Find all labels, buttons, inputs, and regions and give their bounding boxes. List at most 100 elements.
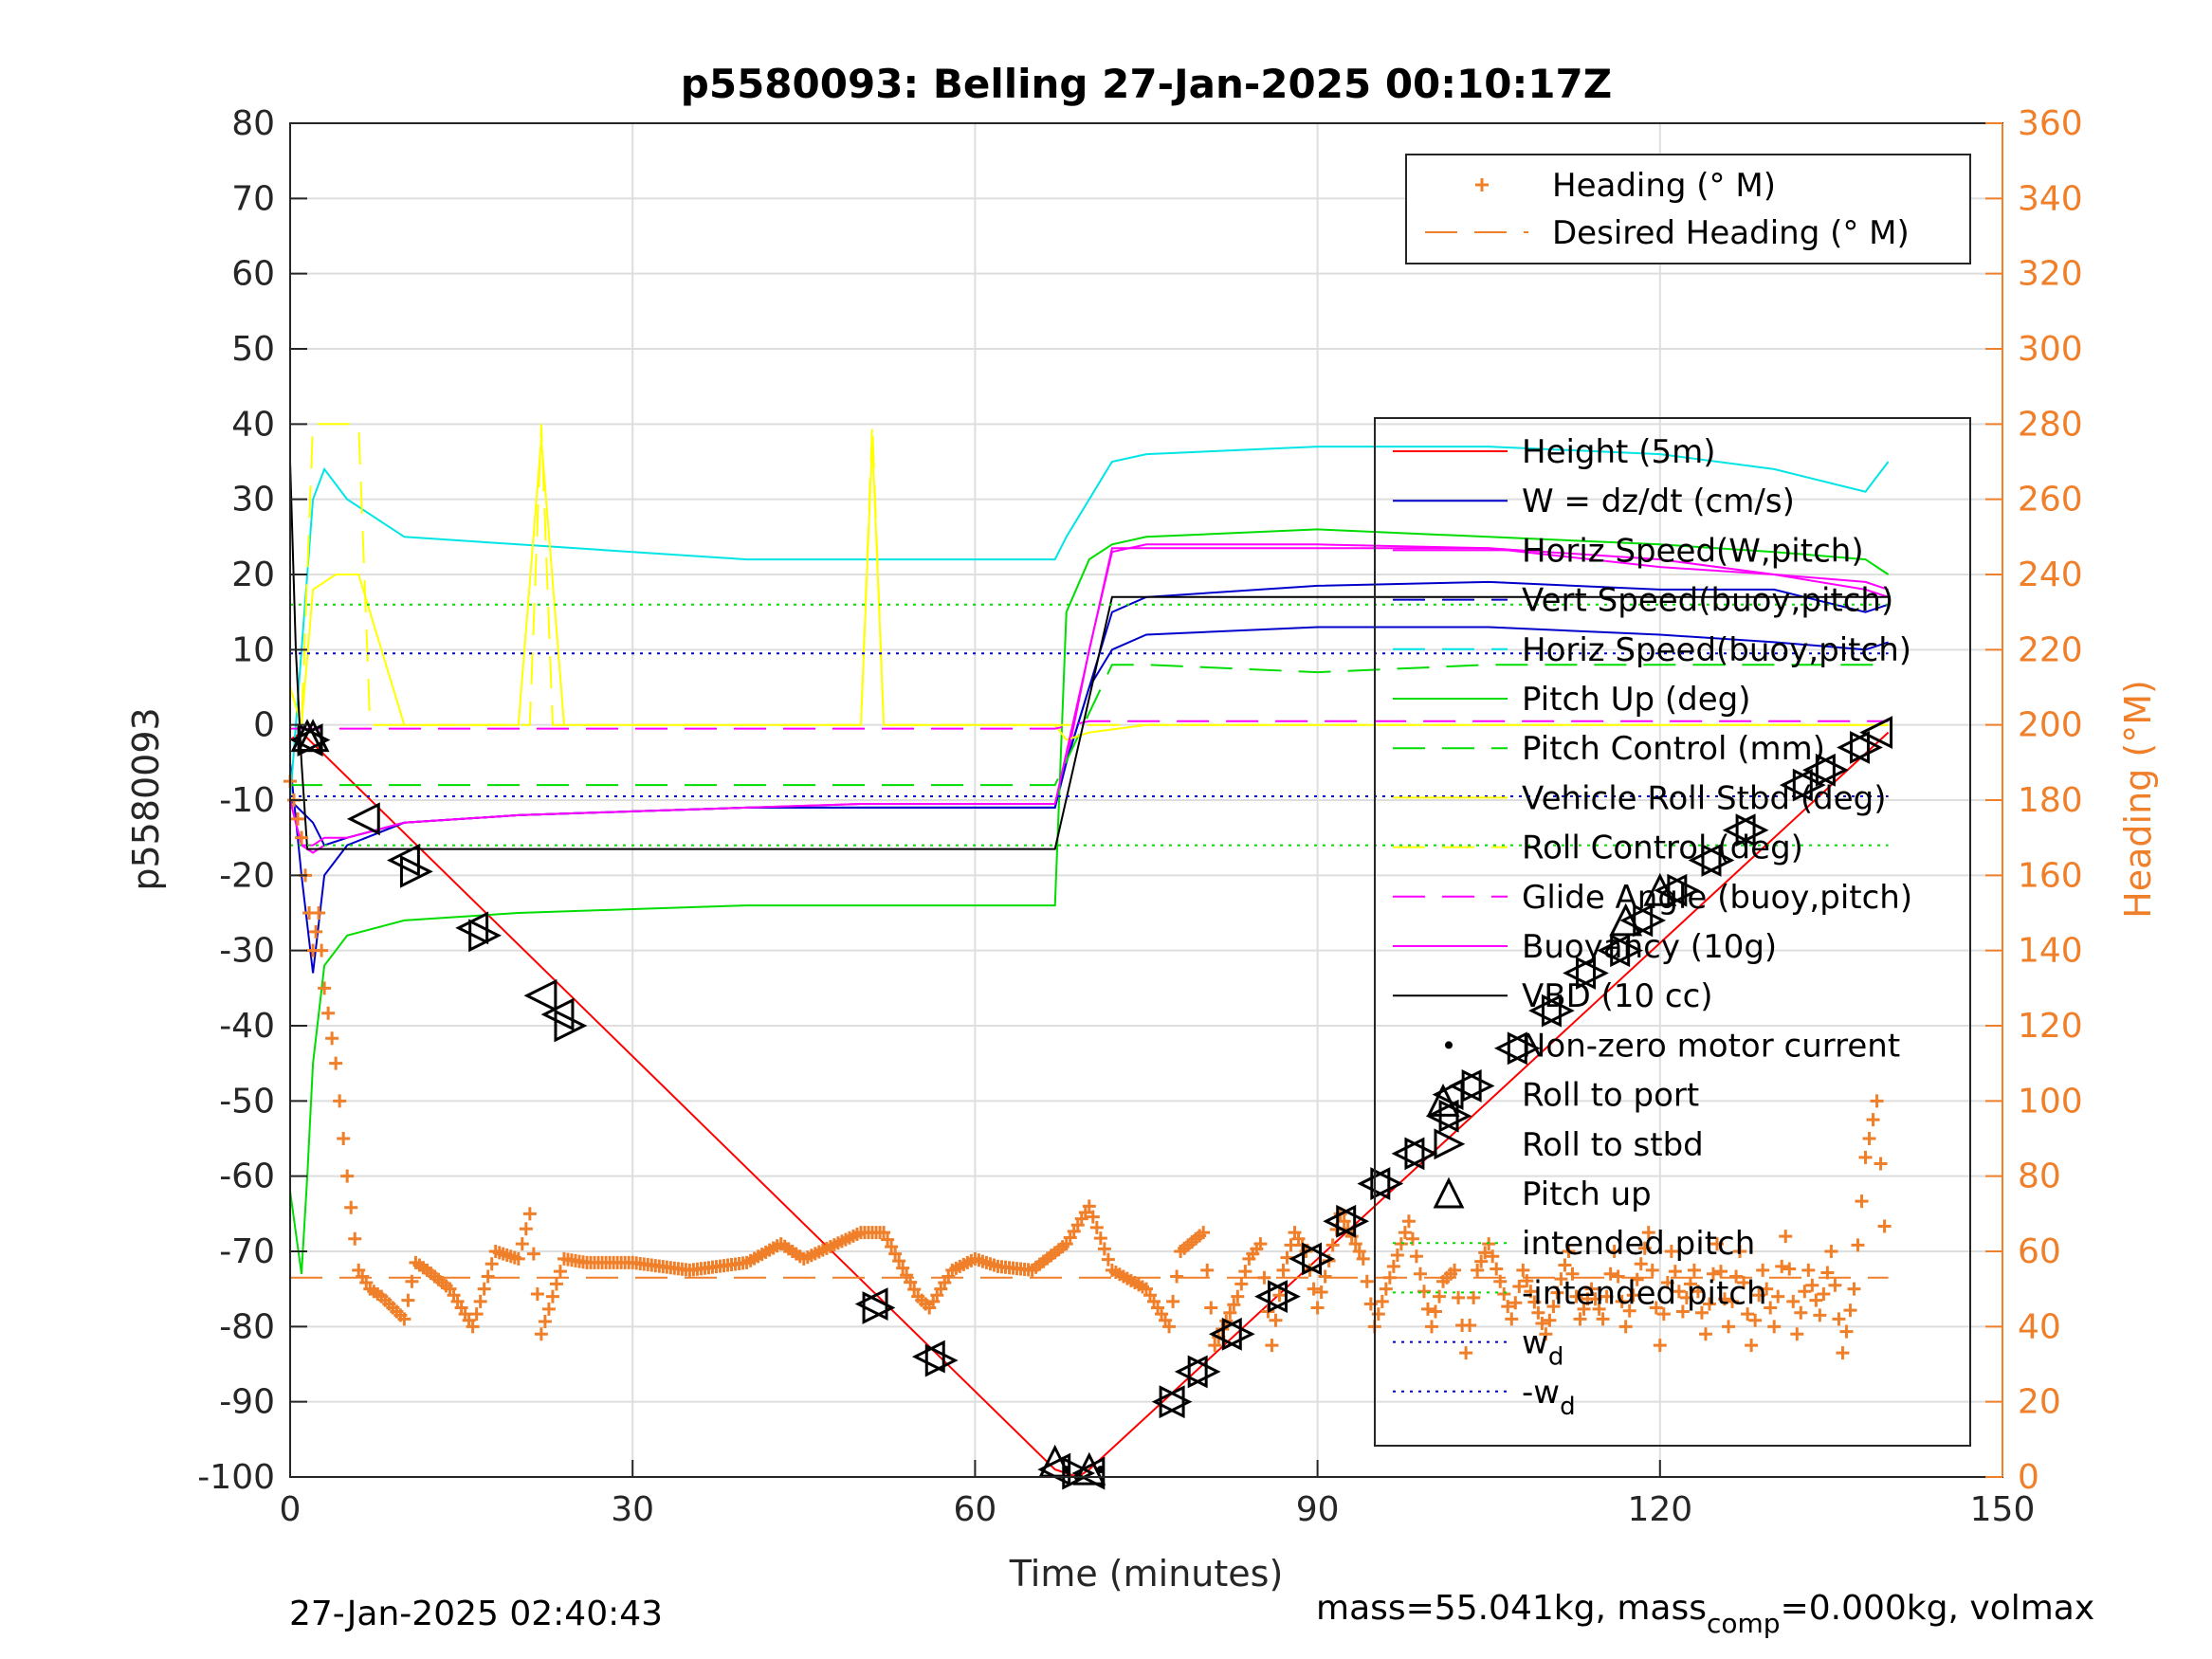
heading-point	[881, 1232, 895, 1247]
y-right-tick-label: 40	[2018, 1307, 2061, 1346]
heading-point	[1234, 1277, 1249, 1291]
heading-point	[1771, 1289, 1785, 1304]
heading-point	[1493, 1274, 1508, 1288]
legend-main-label: Roll to stbd	[1522, 1126, 1704, 1164]
roll-to-port-marker	[911, 1340, 945, 1374]
roll-to-stbd-marker	[1815, 753, 1849, 787]
heading-point	[1741, 1307, 1755, 1322]
legend-heading: Heading (° M) Desired Heading (° M)	[1405, 154, 1971, 264]
heading-point	[295, 830, 309, 845]
y-right-tick-label: 280	[2018, 405, 2083, 444]
roll-to-stbd-marker	[1336, 1204, 1370, 1238]
roll-to-stbd-marker	[1701, 844, 1735, 877]
heading-point	[1394, 1237, 1408, 1251]
legend-main-label: Pitch Up (deg)	[1522, 681, 1750, 719]
heading-point	[1269, 1313, 1283, 1327]
legend-main-label-text: Vert Speed(buoy,pitch)	[1522, 582, 1893, 620]
heading-point	[896, 1261, 910, 1275]
roll-to-port-marker	[1151, 1385, 1185, 1419]
heading-point	[1577, 1302, 1591, 1316]
heading-point	[329, 1056, 343, 1070]
heading-point	[1592, 1302, 1606, 1316]
heading-point	[1554, 1272, 1568, 1286]
pitch-up-marker	[1072, 1451, 1106, 1486]
heading-point	[1729, 1269, 1744, 1284]
heading-point	[907, 1283, 922, 1297]
roll-to-port-marker	[523, 978, 558, 1012]
legend-main-label: Roll to port	[1522, 1077, 1699, 1115]
heading-point	[337, 1132, 351, 1145]
heading-point	[1596, 1312, 1610, 1326]
heading-point	[1448, 1263, 1462, 1277]
roll-to-port-marker	[1563, 957, 1597, 990]
roll-to-stbd-marker	[1576, 957, 1609, 990]
legend-main-label: Non-zero motor current	[1522, 1027, 1900, 1065]
legend-main-label-text: -w	[1522, 1374, 1560, 1412]
legend-main-label-text: Pitch up	[1522, 1176, 1652, 1213]
heading-point	[1101, 1252, 1115, 1267]
heading-point	[1801, 1263, 1816, 1277]
y-axis-right-label: Heading (°M)	[2117, 680, 2159, 919]
heading-point	[1607, 1245, 1621, 1258]
legend-main-label: Pitch Control (mm)	[1522, 730, 1825, 768]
heading-point	[1086, 1210, 1100, 1224]
roll-to-port-marker	[1254, 1280, 1288, 1314]
roll-to-port-marker	[1837, 731, 1870, 764]
heading-point	[1539, 1327, 1553, 1341]
roll-to-stbd-marker	[1159, 1385, 1193, 1419]
heading-point	[1344, 1230, 1359, 1244]
heading-point	[1223, 1305, 1237, 1320]
heading-point	[1356, 1251, 1370, 1266]
heading-point	[1767, 1320, 1782, 1334]
legend-main-label-text: Pitch Up (deg)	[1522, 681, 1750, 719]
heading-point	[1569, 1289, 1583, 1304]
roll-to-stbd-marker	[862, 1291, 896, 1324]
y-tick-label: -50	[219, 1082, 275, 1121]
heading-point	[1398, 1226, 1412, 1240]
heading-point	[1813, 1308, 1827, 1322]
heading-point	[1170, 1269, 1184, 1284]
heading-point	[1790, 1327, 1804, 1341]
legend-swatch-up	[1433, 1176, 1465, 1209]
pitch-up-marker	[296, 719, 330, 753]
legend-main-label: -wd	[1522, 1374, 1576, 1421]
heading-point	[1691, 1285, 1705, 1299]
heading-point	[1748, 1313, 1763, 1327]
legend-subscript: d	[1560, 1393, 1576, 1421]
heading-point	[1531, 1305, 1545, 1320]
roll-to-port-marker	[1071, 1456, 1106, 1490]
heading-point	[1325, 1238, 1340, 1252]
roll-to-stbd-marker	[1404, 1137, 1438, 1171]
y-tick-label: -40	[219, 1007, 275, 1046]
y-tick-label: 70	[231, 179, 275, 218]
heading-point	[1253, 1237, 1268, 1251]
y-tick-label: 80	[231, 104, 275, 143]
heading-point	[1836, 1346, 1850, 1360]
roll-to-port-marker	[1859, 716, 1893, 750]
roll-to-stbd-marker	[1370, 1167, 1404, 1201]
legend-heading-swatch	[1475, 178, 1489, 191]
heading-point	[1824, 1245, 1838, 1258]
heading-point	[481, 1269, 495, 1284]
roll-to-stbd-marker	[1267, 1280, 1301, 1314]
heading-point	[1276, 1263, 1290, 1277]
x-tick-label: 90	[1296, 1490, 1340, 1529]
legend-main-label: Vehicle Roll Stbd (deg)	[1522, 779, 1887, 817]
y-right-tick-label: 220	[2018, 630, 2083, 669]
heading-point	[1452, 1290, 1466, 1304]
heading-point	[1820, 1266, 1835, 1280]
heading-point	[1584, 1282, 1599, 1296]
legend-main-label-text: Roll to port	[1522, 1077, 1699, 1115]
heading-point	[519, 1222, 533, 1236]
series-heading-m	[283, 775, 1892, 1360]
roll-to-port-marker	[455, 911, 489, 945]
legend-main-label: -intended pitch	[1522, 1274, 1767, 1312]
heading-point	[877, 1226, 891, 1240]
legend-main-label: Pitch up	[1522, 1176, 1652, 1213]
heading-point	[405, 1274, 419, 1288]
heading-point	[1386, 1259, 1400, 1273]
heading-point	[1634, 1257, 1648, 1271]
roll-to-port-marker	[1722, 813, 1756, 848]
x-tick-label: 0	[280, 1490, 302, 1529]
heading-point	[1382, 1270, 1397, 1285]
